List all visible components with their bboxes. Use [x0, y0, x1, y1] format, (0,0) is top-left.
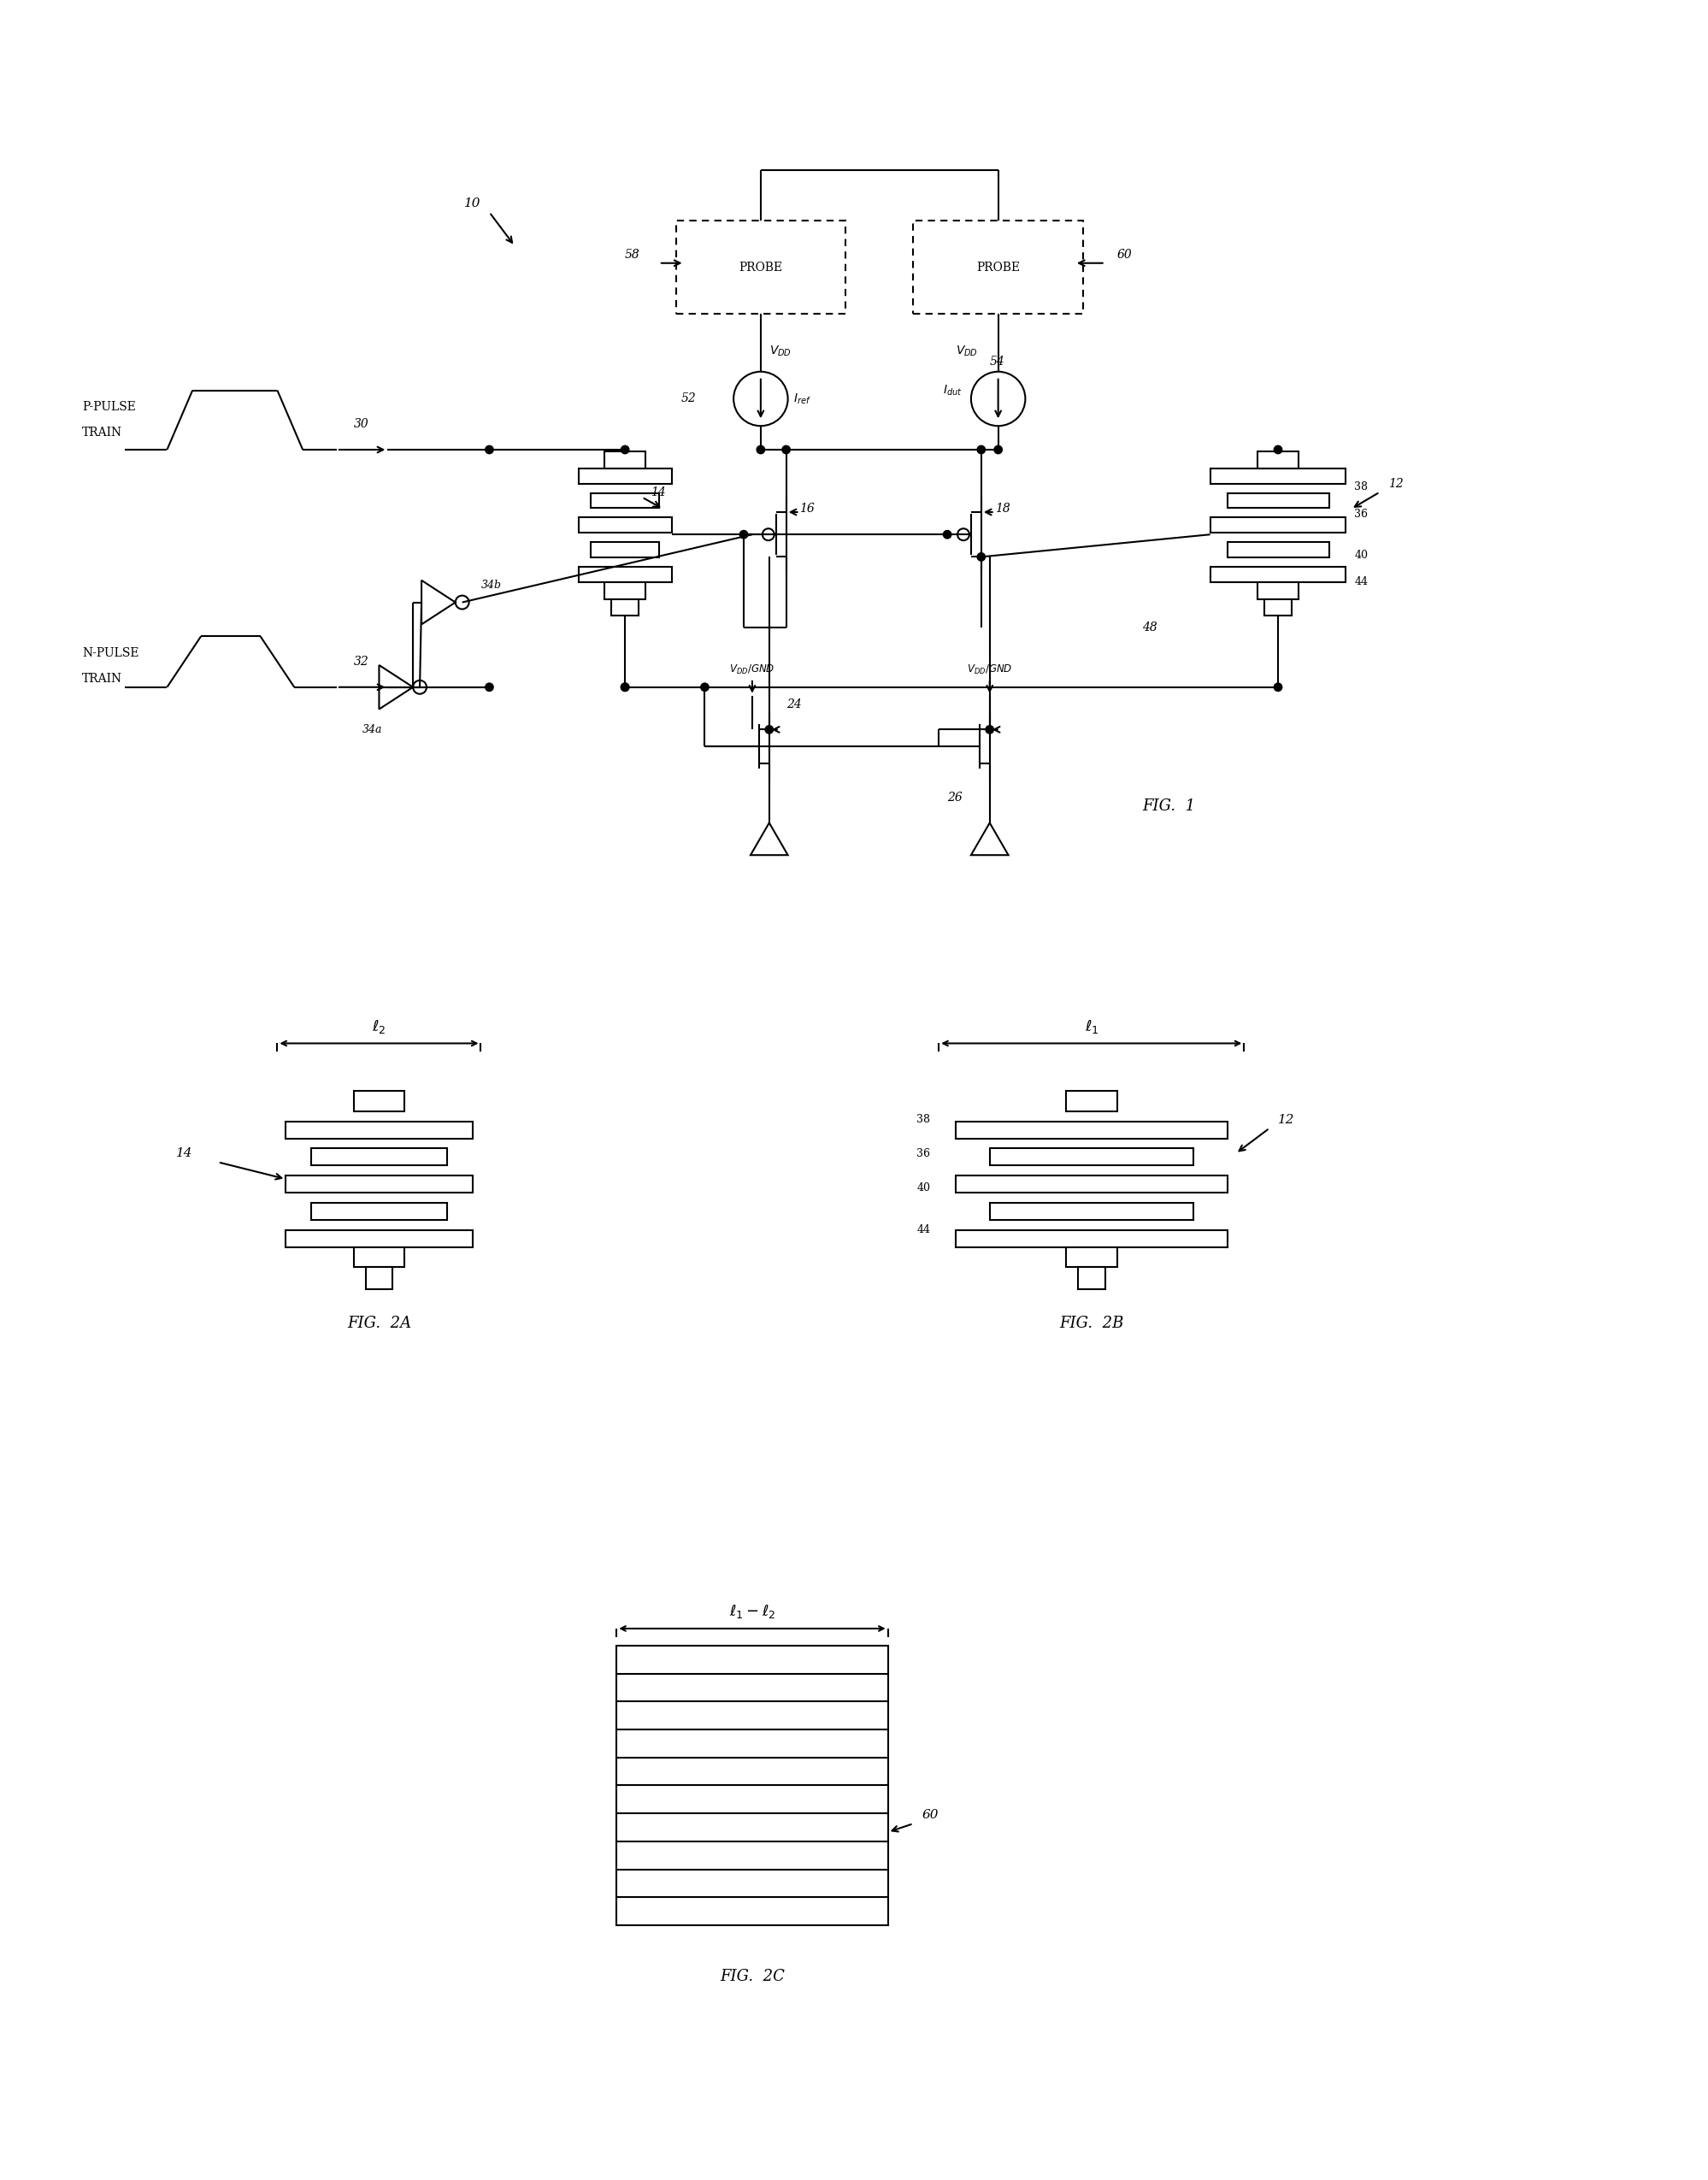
- Text: N-PULSE: N-PULSE: [82, 647, 138, 658]
- Text: TRAIN: TRAIN: [82, 427, 123, 438]
- Circle shape: [757, 447, 765, 453]
- Circle shape: [622, 682, 629, 691]
- Text: $V_{DD}$: $V_{DD}$: [956, 344, 979, 358]
- Bar: [989, 1203, 1194, 1221]
- Text: 34a: 34a: [362, 724, 383, 735]
- Text: 14: 14: [651, 486, 666, 497]
- Circle shape: [986, 726, 994, 732]
- Bar: [956, 1121, 1226, 1138]
- Text: $V_{DD}/GND$: $V_{DD}/GND$: [967, 663, 1013, 676]
- Circle shape: [740, 530, 748, 538]
- Text: 44: 44: [1354, 576, 1368, 589]
- Text: 58: 58: [625, 249, 640, 262]
- Circle shape: [977, 447, 986, 453]
- Circle shape: [622, 447, 629, 453]
- Text: 60: 60: [1117, 249, 1132, 262]
- Text: TRAIN: TRAIN: [82, 674, 123, 685]
- Circle shape: [485, 682, 494, 691]
- Bar: [366, 1267, 393, 1288]
- Bar: [676, 220, 845, 314]
- Bar: [1211, 567, 1346, 582]
- Bar: [311, 1149, 447, 1166]
- Bar: [285, 1230, 473, 1247]
- Text: FIG.  2A: FIG. 2A: [347, 1315, 412, 1332]
- Bar: [611, 600, 639, 617]
- Bar: [605, 582, 646, 600]
- Bar: [1226, 493, 1329, 508]
- Text: $\ell_1$: $\ell_1$: [1085, 1018, 1098, 1036]
- Circle shape: [765, 726, 774, 732]
- Bar: [1211, 469, 1346, 484]
- Circle shape: [977, 554, 986, 560]
- Text: FIG.  2B: FIG. 2B: [1059, 1315, 1124, 1332]
- Text: $V_{DD}$: $V_{DD}$: [769, 344, 791, 358]
- Circle shape: [700, 682, 709, 691]
- Bar: [354, 1247, 405, 1267]
- Bar: [1078, 1267, 1105, 1288]
- Text: 34b: 34b: [482, 580, 502, 591]
- Text: $\ell_2$: $\ell_2$: [372, 1018, 386, 1036]
- Text: 12: 12: [1278, 1114, 1295, 1125]
- Text: P-PULSE: P-PULSE: [82, 401, 137, 414]
- Circle shape: [994, 447, 1003, 453]
- Text: 40: 40: [1354, 549, 1368, 560]
- Text: 48: 48: [1143, 621, 1158, 634]
- Text: 38: 38: [1354, 482, 1368, 493]
- Bar: [579, 567, 671, 582]
- Bar: [1211, 517, 1346, 532]
- Text: FIG.  2C: FIG. 2C: [719, 1969, 784, 1984]
- Bar: [591, 543, 659, 558]
- Text: 14: 14: [176, 1147, 193, 1160]
- Circle shape: [485, 447, 494, 453]
- Text: PROBE: PROBE: [740, 262, 782, 272]
- Text: 40: 40: [917, 1182, 931, 1192]
- Text: FIG.  1: FIG. 1: [1143, 798, 1196, 813]
- Bar: [956, 1175, 1226, 1192]
- Bar: [285, 1175, 473, 1192]
- Bar: [605, 451, 646, 469]
- Text: 30: 30: [354, 419, 369, 429]
- Text: 10: 10: [465, 198, 480, 209]
- Text: 38: 38: [917, 1114, 931, 1125]
- Text: 60: 60: [922, 1809, 938, 1820]
- Text: 52: 52: [681, 392, 697, 405]
- Circle shape: [622, 682, 629, 691]
- Circle shape: [943, 530, 951, 538]
- Circle shape: [1274, 447, 1281, 453]
- Text: $I_{dut}$: $I_{dut}$: [943, 384, 963, 397]
- Text: 24: 24: [786, 698, 801, 711]
- Circle shape: [1274, 682, 1281, 691]
- Text: 26: 26: [948, 791, 963, 804]
- Text: 36: 36: [1354, 508, 1368, 519]
- Bar: [354, 1090, 405, 1112]
- Bar: [956, 1230, 1226, 1247]
- Text: $I_{ref}$: $I_{ref}$: [793, 392, 811, 405]
- Text: 54: 54: [989, 355, 1004, 368]
- Text: $\ell_1-\ell_2$: $\ell_1-\ell_2$: [729, 1602, 775, 1620]
- Bar: [617, 1646, 888, 1925]
- Bar: [914, 220, 1083, 314]
- Bar: [579, 517, 671, 532]
- Bar: [591, 493, 659, 508]
- Bar: [285, 1121, 473, 1138]
- Text: 44: 44: [917, 1225, 931, 1236]
- Bar: [1257, 451, 1298, 469]
- Bar: [579, 469, 671, 484]
- Text: 36: 36: [917, 1149, 931, 1160]
- Circle shape: [782, 447, 789, 453]
- Text: $V_{DD}/GND$: $V_{DD}/GND$: [729, 663, 775, 676]
- Bar: [989, 1149, 1194, 1166]
- Bar: [311, 1203, 447, 1221]
- Bar: [1264, 600, 1291, 617]
- Text: 32: 32: [354, 656, 369, 667]
- Text: 16: 16: [799, 504, 815, 514]
- Bar: [1226, 543, 1329, 558]
- Bar: [1257, 582, 1298, 600]
- Text: PROBE: PROBE: [977, 262, 1020, 272]
- Bar: [1066, 1090, 1117, 1112]
- Bar: [1066, 1247, 1117, 1267]
- Text: 12: 12: [1389, 477, 1404, 491]
- Text: 18: 18: [994, 504, 1009, 514]
